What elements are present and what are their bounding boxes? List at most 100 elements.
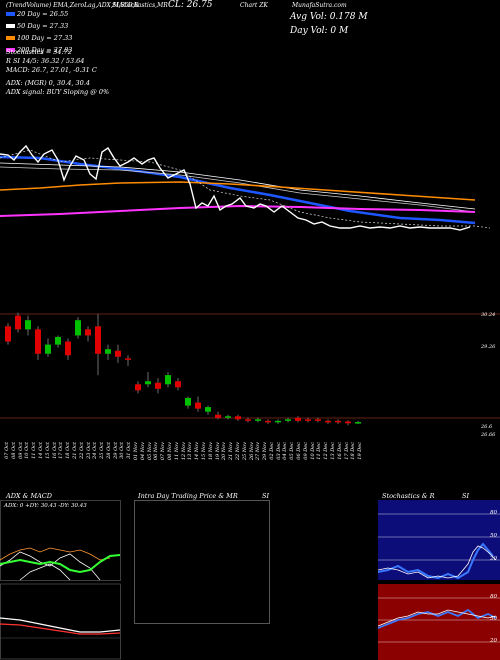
x-axis-label: 14 Nov: [194, 442, 201, 461]
chart-name: Chart ZK: [240, 2, 268, 9]
x-axis-label: 07 Nov: [160, 442, 167, 461]
x-axis-label: 30 Oct: [119, 442, 126, 459]
price-label-3: 26.6: [481, 424, 493, 430]
header-symbol: (TrendVolume) EMA,ZeroLag,ADX,MACD,R: [6, 2, 139, 9]
x-axis-label: 22 Nov: [234, 442, 241, 461]
x-axis-label: 21 Nov: [228, 442, 235, 461]
candle-body: [95, 326, 101, 354]
candle-body: [135, 384, 141, 391]
x-axis-label: 16 Dec: [336, 442, 343, 460]
adx-panel-title: ADX & MACD: [6, 492, 52, 500]
rsi-blue-line: [378, 608, 497, 629]
rsi-box: [378, 584, 500, 660]
candle-body: [245, 419, 251, 421]
intraday-panel-title: Intra Day Trading Price & MR: [138, 492, 238, 500]
candle-body: [175, 381, 181, 388]
candle-body: [285, 419, 291, 421]
legend-200-day: 200 Day = 27.83: [6, 46, 72, 54]
x-axis-label: 12 Dec: [323, 442, 330, 460]
x-axis-labels: 07 Oct 08 Oct 09 Oct 10 Oct 11 Oct 14 Oct 15 O…: [0, 442, 500, 482]
x-axis-label: 10 Oct: [24, 442, 31, 459]
adx-plus-line: [0, 547, 111, 561]
x-axis-label: 15 Nov: [200, 442, 207, 461]
candle-body: [5, 326, 11, 342]
candle-body: [325, 420, 331, 423]
x-axis-label: 18 Dec: [350, 442, 357, 460]
candle-body: [195, 402, 201, 409]
macd-value: MACD: 26.7, 27.01, -0.31 C: [6, 66, 97, 74]
intraday-si-label: SI: [262, 492, 270, 500]
candle-body: [65, 341, 71, 356]
candle-body: [235, 416, 241, 420]
adx-signal: ADX signal: BUY Sloping @ 0%: [6, 88, 110, 96]
x-axis-label: 25 Nov: [241, 442, 248, 461]
candle-body: [45, 344, 51, 354]
legend-swatch-blue: [6, 12, 15, 16]
candle-body: [145, 381, 151, 385]
x-axis-label: 23 Oct: [85, 442, 92, 459]
candle-body: [75, 320, 81, 336]
x-axis-label: 08 Oct: [10, 442, 17, 459]
adx-value: ADX: (MGR) 0, 30.4, 30.4: [6, 79, 91, 87]
x-axis-label: 31 Oct: [126, 442, 133, 459]
x-axis-label: 06 Nov: [153, 442, 160, 461]
x-axis-label: 16 Oct: [51, 442, 58, 459]
rsi-scale-80: 80: [490, 594, 497, 600]
candle-body: [215, 414, 221, 418]
x-axis-label: 20 Nov: [221, 442, 228, 461]
x-axis-label: 10 Dec: [309, 442, 316, 460]
ma-50-line: [0, 162, 476, 210]
candle-group: [5, 312, 361, 426]
x-axis-label: 06 Dec: [296, 442, 303, 460]
legend-swatch-white: [6, 24, 15, 28]
stoch-white-line: [378, 545, 497, 579]
x-axis-label: 22 Oct: [78, 442, 85, 459]
x-axis-label: 08 Nov: [167, 442, 174, 461]
candle-body: [35, 329, 41, 354]
x-axis-label: 02 Dec: [268, 442, 275, 460]
x-axis-label: 19 Dec: [357, 442, 364, 460]
legend-swatch-orange: [6, 36, 15, 40]
macd-white-line: [0, 617, 121, 633]
stochastics-panel-title: Stochastics & R: [382, 492, 435, 500]
ma-50b-line: [0, 166, 476, 213]
adx-white-curve: [19, 563, 71, 581]
legend-50-day: 50 Day = 27.33: [6, 22, 72, 30]
x-axis-label: 25 Oct: [99, 442, 106, 459]
x-axis-label: 29 Oct: [112, 442, 119, 459]
stochastics-rsi-panel: [378, 500, 500, 660]
adx-panel-values: ADX: 0 +DY: 30.43 -DY: 30.43: [4, 503, 87, 509]
stochastics-si-label: SI: [462, 492, 470, 500]
x-axis-label: 07 Oct: [4, 442, 10, 459]
x-axis-label: 29 Nov: [262, 442, 269, 461]
candle-body: [155, 382, 161, 389]
x-axis-label: 11 Nov: [173, 442, 180, 461]
candle-body: [295, 417, 301, 421]
x-axis-label: 03 Dec: [275, 442, 282, 460]
candle-body: [345, 421, 351, 424]
rsi-white-line: [378, 609, 497, 627]
candle-body: [115, 350, 121, 357]
x-axis-label: 13 Dec: [330, 442, 337, 460]
x-axis-label: 17 Oct: [58, 442, 65, 459]
x-axis-label: 18 Oct: [65, 442, 72, 459]
candle-body: [105, 349, 111, 354]
candle-body: [335, 420, 341, 423]
candle-body: [25, 320, 31, 330]
candle-body: [315, 419, 321, 421]
price-label-2: 29.26: [481, 344, 496, 350]
legend-100-day: 100 Day = 27.33: [6, 34, 72, 42]
x-axis-label: 19 Nov: [214, 442, 221, 461]
rsi-value: R SI 14/5: 36.32 / 53.64: [6, 57, 85, 65]
adx-minus-line: [0, 551, 101, 581]
x-axis-label: 28 Oct: [105, 442, 112, 459]
stoch-blue-line: [378, 542, 494, 580]
price-line: [0, 144, 471, 231]
x-axis-label: 13 Nov: [187, 442, 194, 461]
x-axis-label: 05 Dec: [289, 442, 296, 460]
x-axis-label: 18 Nov: [207, 442, 214, 461]
site-name: MunafaSutra.com: [292, 2, 347, 9]
legend-20-day: 20 Day = 26.55: [6, 10, 72, 18]
candle-body: [255, 419, 261, 421]
candle-body: [355, 422, 361, 424]
